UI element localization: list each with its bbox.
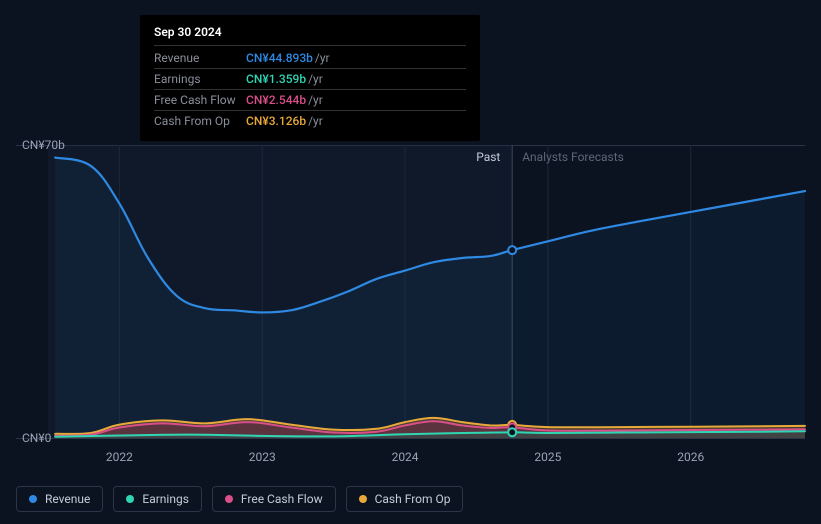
section-label-forecast: Analysts Forecasts bbox=[522, 150, 624, 164]
legend-dot-icon bbox=[359, 495, 367, 503]
tooltip-row-fcf: Free Cash Flow CN¥2.544b /yr bbox=[154, 90, 466, 111]
legend-label: Revenue bbox=[45, 492, 90, 506]
tooltip-key: Cash From Op bbox=[154, 114, 246, 128]
tooltip-unit: /yr bbox=[315, 51, 330, 65]
x-axis-label-2023: 2023 bbox=[249, 450, 276, 464]
x-axis-label-2026: 2026 bbox=[677, 450, 704, 464]
tooltip-row-earnings: Earnings CN¥1.359b /yr bbox=[154, 69, 466, 90]
tooltip-key: Earnings bbox=[154, 72, 246, 86]
y-axis-label-min: CN¥0 bbox=[22, 431, 51, 445]
chart-legend: Revenue Earnings Free Cash Flow Cash Fro… bbox=[16, 486, 463, 512]
legend-label: Earnings bbox=[142, 492, 189, 506]
legend-item-revenue[interactable]: Revenue bbox=[16, 486, 103, 512]
legend-item-earnings[interactable]: Earnings bbox=[113, 486, 202, 512]
x-axis-label-2025: 2025 bbox=[534, 450, 561, 464]
chart-tooltip: Sep 30 2024 Revenue CN¥44.893b /yr Earni… bbox=[140, 15, 480, 141]
tooltip-key: Free Cash Flow bbox=[154, 93, 246, 107]
tooltip-unit: /yr bbox=[308, 72, 323, 86]
legend-label: Cash From Op bbox=[375, 492, 451, 506]
legend-dot-icon bbox=[126, 495, 134, 503]
tooltip-date: Sep 30 2024 bbox=[154, 25, 466, 46]
tooltip-row-revenue: Revenue CN¥44.893b /yr bbox=[154, 48, 466, 69]
legend-item-cfo[interactable]: Cash From Op bbox=[346, 486, 464, 512]
tooltip-value: CN¥44.893b bbox=[246, 51, 313, 65]
tooltip-value: CN¥1.359b bbox=[246, 72, 306, 86]
tooltip-value: CN¥2.544b bbox=[246, 93, 306, 107]
tooltip-key: Revenue bbox=[154, 51, 246, 65]
tooltip-unit: /yr bbox=[308, 93, 323, 107]
y-axis-label-max: CN¥70b bbox=[22, 138, 65, 152]
legend-dot-icon bbox=[225, 495, 233, 503]
tooltip-value: CN¥3.126b bbox=[246, 114, 306, 128]
legend-item-fcf[interactable]: Free Cash Flow bbox=[212, 486, 336, 512]
legend-label: Free Cash Flow bbox=[241, 492, 323, 506]
tooltip-row-cfo: Cash From Op CN¥3.126b /yr bbox=[154, 111, 466, 131]
x-axis-label-2022: 2022 bbox=[106, 450, 133, 464]
x-axis-label-2024: 2024 bbox=[392, 450, 419, 464]
financial-chart: CN¥70b CN¥0 2022 2023 2024 2025 2026 Pas… bbox=[0, 0, 821, 524]
tooltip-unit: /yr bbox=[308, 114, 323, 128]
legend-dot-icon bbox=[29, 495, 37, 503]
section-label-past: Past bbox=[476, 150, 500, 164]
